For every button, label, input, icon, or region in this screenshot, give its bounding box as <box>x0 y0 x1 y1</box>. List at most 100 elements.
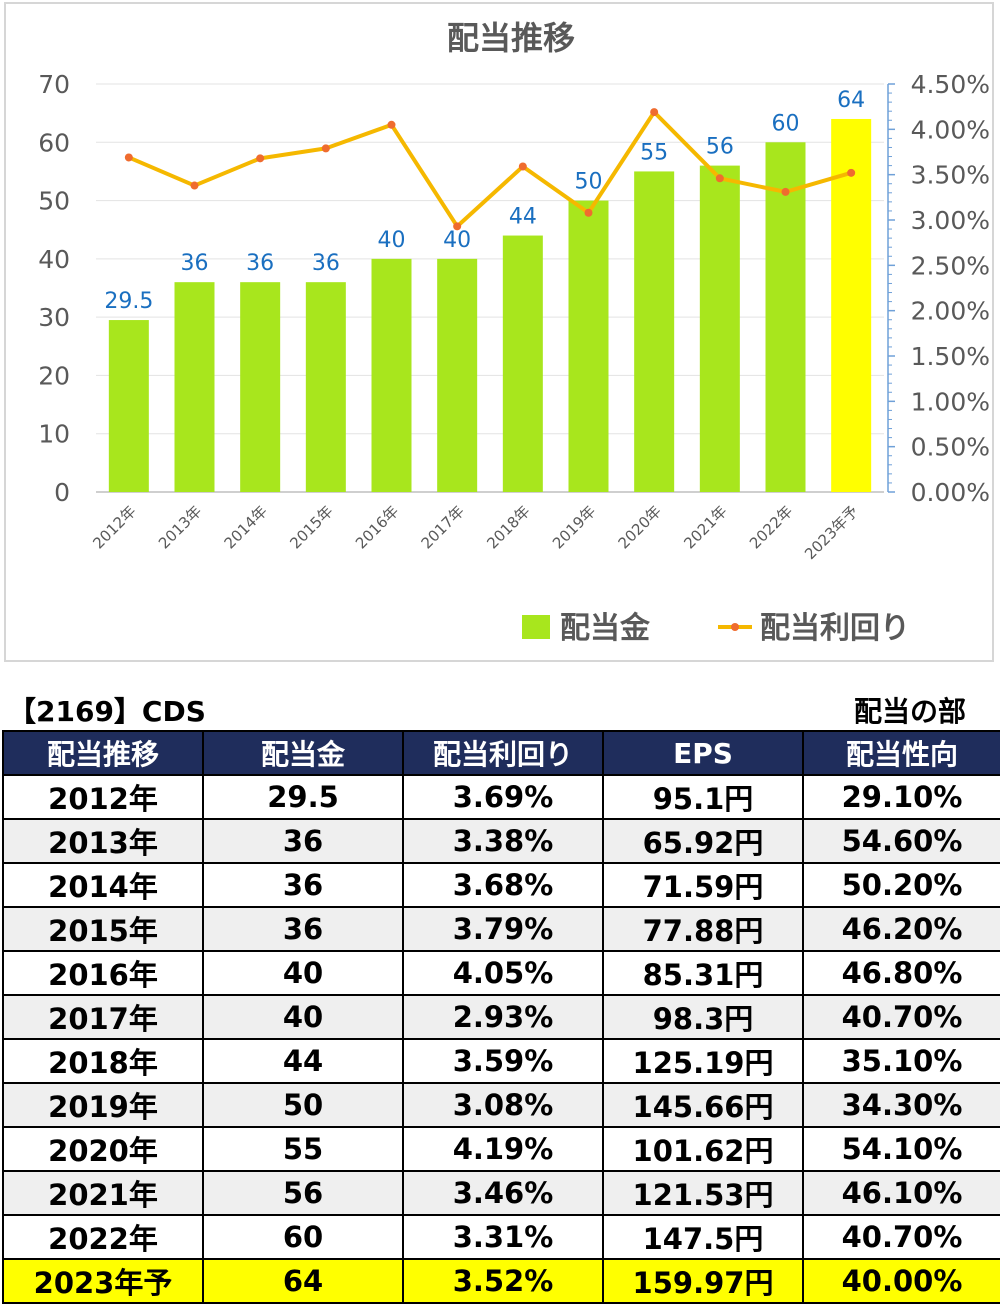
bar-label: 44 <box>509 205 537 230</box>
x-tick-label: 2017年 <box>418 502 468 552</box>
legend-marker-yield <box>731 623 739 631</box>
cell-yield: 3.38% <box>402 818 604 864</box>
cell-dividend: 36 <box>202 862 404 908</box>
cell-year: 2022年 <box>2 1214 204 1260</box>
cell-year: 2013年 <box>2 818 204 864</box>
yield-marker <box>518 162 527 171</box>
y-left-tick-label: 0 <box>54 478 70 507</box>
x-tick-label: 2013年 <box>155 502 205 552</box>
legend-label-dividend: 配当金 <box>560 611 651 646</box>
cell-eps: 145.66円 <box>602 1082 804 1128</box>
y-left-tick-label: 40 <box>38 245 70 274</box>
cell-eps: 71.59円 <box>602 862 804 908</box>
cell-payout: 50.20% <box>802 862 1000 908</box>
header-year: 配当推移 <box>2 730 204 776</box>
cell-dividend: 40 <box>202 994 404 1040</box>
cell-payout: 34.30% <box>802 1082 1000 1128</box>
bar-label: 64 <box>837 88 865 113</box>
legend-label-yield: 配当利回り <box>760 611 910 646</box>
table-row: 2013年 36 3.38% 65.92円 54.60% <box>2 818 1000 864</box>
cell-year: 2020年 <box>2 1126 204 1172</box>
cell-payout: 40.70% <box>802 994 1000 1040</box>
y-right-tick-label: 3.00% <box>911 206 990 235</box>
cell-payout: 46.20% <box>802 906 1000 952</box>
y-left-tick-label: 20 <box>38 361 70 390</box>
cell-yield: 2.93% <box>402 994 604 1040</box>
table-row: 2022年 60 3.31% 147.5円 40.70% <box>2 1214 1000 1260</box>
bar-dividend <box>568 200 609 493</box>
y-right-tick-label: 2.50% <box>911 251 990 280</box>
bar-label: 40 <box>378 228 406 253</box>
table-row: 2019年 50 3.08% 145.66円 34.30% <box>2 1082 1000 1128</box>
cell-year: 2021年 <box>2 1170 204 1216</box>
cell-dividend: 60 <box>202 1214 404 1260</box>
x-tick-label: 2014年 <box>221 502 271 552</box>
chart-panel: 配当推移 0 10 20 30 40 50 60 70 0.00% 0.50% 1.00% 1.50% 2… <box>4 2 994 662</box>
cell-yield: 3.79% <box>402 906 604 952</box>
bar-label: 60 <box>772 111 800 136</box>
cell-yield: 3.59% <box>402 1038 604 1084</box>
yield-marker <box>321 144 330 153</box>
cell-payout: 29.10% <box>802 774 1000 820</box>
cell-payout: 46.10% <box>802 1170 1000 1216</box>
table-header-row: 配当推移 配当金 配当利回り EPS 配当性向 <box>2 730 1000 776</box>
bar-label: 55 <box>640 140 668 165</box>
cell-yield: 4.05% <box>402 950 604 996</box>
table-row: 2015年 36 3.79% 77.88円 46.20% <box>2 906 1000 952</box>
chart-title: 配当推移 <box>447 19 575 57</box>
bar-dividend <box>502 235 543 493</box>
x-tick-label: 2016年 <box>352 502 402 552</box>
x-tick-label: 2015年 <box>286 502 336 552</box>
y-left-tick-label: 10 <box>38 420 70 449</box>
cell-dividend: 56 <box>202 1170 404 1216</box>
x-tick-label: 2012年 <box>89 502 139 552</box>
yield-marker <box>650 108 659 117</box>
cell-eps: 159.97円 <box>602 1258 804 1304</box>
cell-payout: 46.80% <box>802 950 1000 996</box>
y-left-tick-label: 60 <box>38 128 70 157</box>
cell-eps: 77.88円 <box>602 906 804 952</box>
cell-year: 2023年予 <box>2 1258 204 1304</box>
yield-marker <box>453 222 462 231</box>
header-dividend: 配当金 <box>202 730 404 776</box>
y-right-tick-label: 2.00% <box>911 297 990 326</box>
bar-label: 36 <box>312 251 340 276</box>
cell-payout: 54.60% <box>802 818 1000 864</box>
cell-yield: 3.31% <box>402 1214 604 1260</box>
bar-dividend <box>305 282 346 492</box>
table-row: 2017年 40 2.93% 98.3円 40.70% <box>2 994 1000 1040</box>
y-right-tick-label: 0.50% <box>911 433 990 462</box>
y-right-tick-label: 3.50% <box>911 161 990 190</box>
y-left-tick-label: 70 <box>38 70 70 99</box>
dividend-table: 配当推移 配当金 配当利回り EPS 配当性向 2012年 29.5 3.69% 95… <box>2 730 1000 1304</box>
table-row: 2020年 55 4.19% 101.62円 54.10% <box>2 1126 1000 1172</box>
cell-year: 2014年 <box>2 862 204 908</box>
cell-yield: 3.68% <box>402 862 604 908</box>
bar-dividend <box>831 118 872 492</box>
cell-eps: 121.53円 <box>602 1170 804 1216</box>
bar-label: 36 <box>246 251 274 276</box>
yield-marker <box>847 168 856 177</box>
cell-dividend: 29.5 <box>202 774 404 820</box>
bar-dividend <box>699 165 740 492</box>
y-right-tick-label: 4.50% <box>911 70 990 99</box>
cell-year: 2018年 <box>2 1038 204 1084</box>
bar-dividend <box>371 258 412 492</box>
cell-payout: 35.10% <box>802 1038 1000 1084</box>
cell-year: 2015年 <box>2 906 204 952</box>
yield-line <box>128 110 852 229</box>
cell-year: 2016年 <box>2 950 204 996</box>
header-eps: EPS <box>602 730 804 776</box>
cell-dividend: 40 <box>202 950 404 996</box>
legend-swatch-dividend <box>522 615 550 639</box>
table-row: 2014年 36 3.68% 71.59円 50.20% <box>2 862 1000 908</box>
yield-marker <box>715 174 724 183</box>
bar-dividend <box>437 258 478 492</box>
table-row: 2023年予 64 3.52% 159.97円 40.00% <box>2 1258 1000 1304</box>
cell-payout: 40.00% <box>802 1258 1000 1304</box>
y-left-tick-label: 50 <box>38 187 70 216</box>
cell-dividend: 50 <box>202 1082 404 1128</box>
cell-eps: 101.62円 <box>602 1126 804 1172</box>
y-right-tick-label: 0.00% <box>911 478 990 507</box>
yield-marker <box>387 120 396 129</box>
